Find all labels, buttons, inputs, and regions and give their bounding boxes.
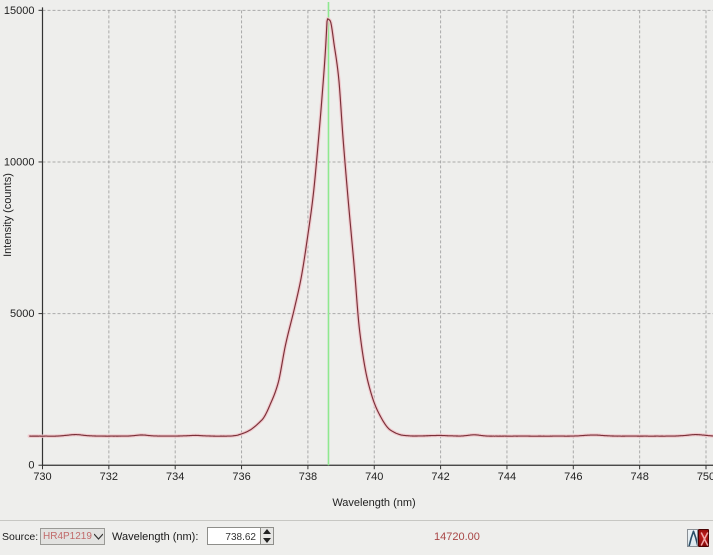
- svg-text:742: 742: [431, 471, 449, 483]
- svg-text:746: 746: [564, 471, 582, 483]
- svg-text:734: 734: [166, 471, 184, 483]
- svg-text:736: 736: [232, 471, 250, 483]
- svg-text:738: 738: [299, 471, 317, 483]
- svg-text:730: 730: [33, 471, 51, 483]
- svg-text:15000: 15000: [4, 5, 35, 17]
- svg-text:744: 744: [498, 471, 516, 483]
- svg-text:740: 740: [365, 471, 383, 483]
- svg-text:750: 750: [697, 471, 713, 483]
- svg-text:748: 748: [630, 471, 648, 483]
- svg-text:732: 732: [100, 471, 118, 483]
- svg-text:0: 0: [28, 460, 34, 472]
